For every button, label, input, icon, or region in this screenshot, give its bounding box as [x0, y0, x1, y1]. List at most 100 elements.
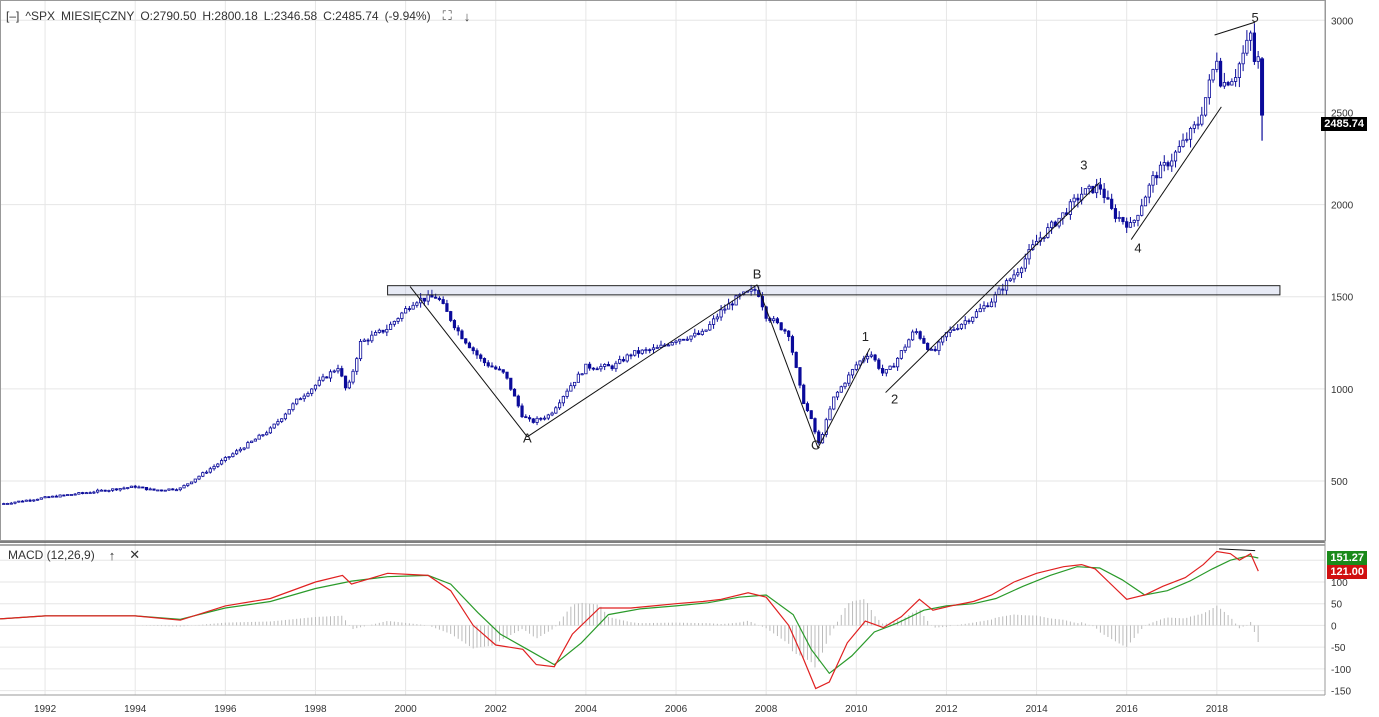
- candle-body: [66, 494, 70, 496]
- macd-header: MACD (12,26,9) ↑ ✕: [8, 545, 140, 565]
- candle-body: [550, 412, 554, 416]
- x-tick-label: 2006: [665, 704, 688, 715]
- candle-body: [516, 395, 520, 407]
- candle-body: [666, 344, 671, 347]
- candle-body: [1147, 184, 1151, 198]
- candle-body: [817, 431, 821, 444]
- candle-body: [272, 423, 276, 429]
- candle-body: [351, 370, 355, 383]
- candle-body: [370, 334, 374, 342]
- candle-body: [1117, 217, 1121, 219]
- candle-body: [223, 457, 227, 461]
- candle-body: [989, 301, 994, 308]
- candle-body: [343, 375, 348, 389]
- collapse-icon[interactable]: [–]: [6, 9, 20, 23]
- candle-body: [411, 304, 415, 310]
- candle-body: [1245, 39, 1249, 54]
- candle-body: [332, 370, 336, 373]
- candle-body: [216, 463, 220, 467]
- candle-body: [1019, 267, 1024, 274]
- candle-body: [306, 393, 310, 397]
- candle-body: [1234, 77, 1238, 82]
- candle-body: [283, 413, 288, 420]
- candle-body: [963, 320, 967, 325]
- candle-body: [182, 485, 186, 489]
- candle-body: [584, 363, 588, 375]
- candle-body: [813, 418, 817, 433]
- candle-body: [1188, 128, 1193, 140]
- candle-body: [693, 332, 697, 337]
- candle-body: [674, 340, 678, 343]
- candle-body: [1222, 82, 1226, 87]
- x-tick-label: 1996: [214, 704, 237, 715]
- candle-body: [1181, 139, 1185, 147]
- x-tick-label: 2016: [1116, 704, 1139, 715]
- candle-body: [824, 419, 828, 435]
- candle-body: [640, 349, 644, 354]
- close-icon[interactable]: ✕: [129, 547, 141, 562]
- candle-body: [554, 407, 558, 414]
- x-tick-label: 2010: [845, 704, 868, 715]
- candle-body: [937, 341, 941, 352]
- fullscreen-icon[interactable]: ⛶: [442, 8, 452, 23]
- candle-body: [69, 494, 73, 496]
- candle-body: [265, 432, 269, 436]
- candle-body: [926, 342, 930, 350]
- candle-body: [971, 316, 975, 322]
- candle-body: [1106, 197, 1110, 200]
- candle-body: [242, 447, 246, 450]
- candle-body: [794, 351, 798, 368]
- macd-lines: [0, 548, 1259, 690]
- candle-body: [250, 440, 254, 443]
- macd-tick-label: -50: [1331, 643, 1346, 654]
- x-tick-label: 2004: [575, 704, 598, 715]
- candle-body: [1008, 278, 1012, 282]
- candle-body: [903, 346, 907, 351]
- candle-body: [670, 342, 674, 346]
- candle-body: [144, 486, 149, 491]
- candle-body: [388, 323, 393, 330]
- x-tick-label: 2012: [935, 704, 958, 715]
- candle-body: [715, 316, 719, 320]
- candle-body: [32, 499, 36, 502]
- candle-body: [678, 338, 682, 342]
- candle-body: [1162, 162, 1166, 166]
- candle-body: [486, 362, 490, 367]
- candle-body: [775, 318, 780, 324]
- candle-body: [689, 335, 693, 340]
- candle-body: [43, 496, 47, 499]
- candle-body: [914, 331, 918, 334]
- candle-body: [828, 408, 832, 421]
- candle-body: [542, 417, 547, 420]
- candle-body: [24, 499, 28, 502]
- candle-body: [880, 368, 885, 374]
- candle-body: [873, 354, 877, 361]
- wave-label: 4: [1134, 240, 1141, 255]
- x-tick-label: 2002: [485, 704, 508, 715]
- signal-value-badge: 121.00: [1327, 565, 1367, 579]
- candle-body: [238, 448, 242, 452]
- candle-body: [141, 486, 145, 489]
- candle-body: [449, 311, 453, 321]
- arrow-up-icon[interactable]: ↑: [108, 547, 116, 563]
- candle-body: [35, 498, 40, 501]
- candle-body: [1200, 114, 1204, 125]
- candle-body: [189, 481, 194, 485]
- candle-body: [948, 329, 952, 333]
- candle-body: [618, 359, 622, 364]
- y-tick-label: 500: [1331, 477, 1348, 488]
- candle-body: [1185, 138, 1189, 141]
- candle-body: [993, 294, 997, 303]
- x-tick-label: 1998: [304, 704, 327, 715]
- candle-body: [186, 483, 190, 486]
- candle-body: [118, 488, 122, 491]
- candle-body: [381, 329, 385, 333]
- candle-body: [1241, 52, 1245, 65]
- candle-body: [787, 330, 791, 337]
- candle-body: [591, 367, 595, 370]
- change-value: (-9.94%): [384, 9, 431, 23]
- candle-body: [482, 358, 487, 364]
- candle-body: [441, 299, 445, 304]
- arrow-down-icon[interactable]: ↓: [463, 8, 471, 24]
